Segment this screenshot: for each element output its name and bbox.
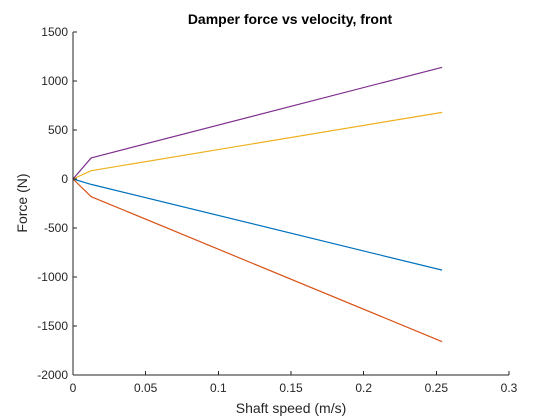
y-tick-label: -1500 [37, 319, 68, 333]
y-tick-label: 0 [61, 172, 68, 186]
series-line-2 [72, 178, 443, 343]
x-axis-label: Shaft speed (m/s) [236, 400, 347, 416]
series-line-3 [72, 111, 443, 180]
series-line-4 [72, 66, 443, 180]
y-ticks: -2000 -1500 -1000 -500 0 500 1000 1500 [37, 25, 77, 382]
x-tick-label: 0.25 [425, 381, 449, 395]
x-ticks: 0 0.05 0.1 0.15 0.2 0.25 0.3 [70, 371, 518, 395]
y-axis-label: Force (N) [14, 173, 30, 232]
chart-title: Damper force vs velocity, front [188, 11, 393, 27]
x-tick-label: 0.3 [501, 381, 518, 395]
y-tick-label: 1500 [41, 25, 68, 39]
plot-background [73, 32, 509, 375]
y-tick-label: 500 [48, 123, 68, 137]
y-tick-label: -500 [44, 221, 68, 235]
y-tick-label: -1000 [37, 270, 68, 284]
series-layer [72, 66, 443, 343]
series-line-1 [72, 178, 443, 271]
x-tick-label: 0.2 [355, 381, 372, 395]
x-tick-label: 0.05 [134, 381, 158, 395]
x-tick-label: 0.15 [279, 381, 303, 395]
x-tick-label: 0 [70, 381, 77, 395]
x-tick-label: 0.1 [210, 381, 227, 395]
y-tick-label: -2000 [37, 368, 68, 382]
plot-area: 0 0.05 0.1 0.15 0.2 0.25 0.3 -2000 -1500 -1000 -5… [37, 25, 517, 395]
y-tick-label: 1000 [41, 74, 68, 88]
